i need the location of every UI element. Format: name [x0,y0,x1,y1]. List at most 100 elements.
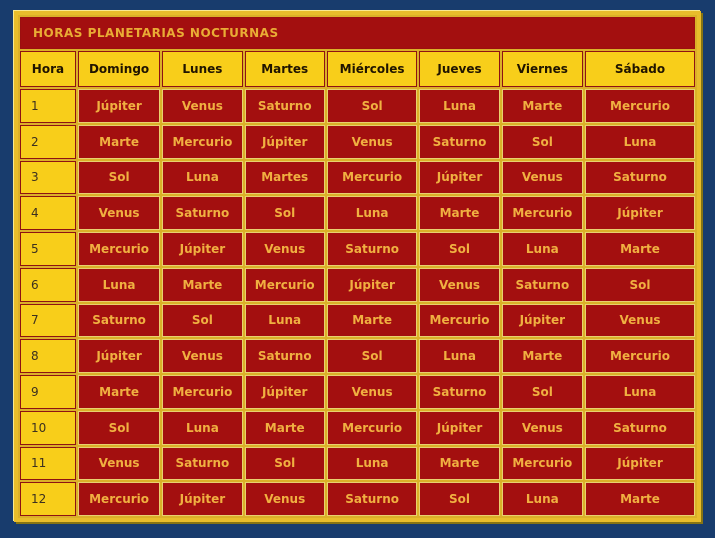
planet-cell: Sol [244,196,325,230]
planet-cell: Saturno [244,339,325,373]
hour-cell: 10 [20,410,76,445]
planet-cell: Venus [244,482,325,516]
hour-cell: 1 [20,89,76,123]
hour-cell: 11 [20,446,76,481]
planet-cell: Luna [501,232,583,266]
planet-cell: Venus [77,196,161,230]
planet-cell: Luna [244,303,325,338]
planet-cell: Mercurio [501,446,583,481]
planet-cell: Marte [419,446,500,481]
planet-cell: Saturno [585,410,695,445]
planet-cell: Júpiter [162,482,243,516]
planet-cell: Mercurio [419,303,500,338]
table-row: 8 Júpiter Venus Saturno Sol Luna Marte Mercurio [20,339,695,373]
planet-cell: Mercurio [326,410,418,445]
planet-cell: Mercurio [162,375,243,409]
table-row: 2 Marte Mercurio Júpiter Venus Saturno Sol Luna [20,124,695,159]
planet-cell: Saturno [326,482,418,516]
hour-cell: 9 [20,375,76,409]
planet-cell: Marte [244,410,325,445]
hour-cell: 4 [20,196,76,230]
planet-cell: Mercurio [77,482,161,516]
column-header-domingo: Domingo [77,51,161,87]
planet-cell: Sol [326,339,418,373]
planet-cell: Saturno [501,267,583,302]
hour-cell: 2 [20,124,76,159]
table-row: 3 Sol Luna Martes Mercurio Júpiter Venus Saturn… [20,160,695,195]
hour-cell: 8 [20,339,76,373]
planet-cell: Venus [501,160,583,195]
planet-cell: Mercurio [244,267,325,302]
planetary-hours-panel: HORAS PLANETARIAS NOCTURNAS Hora Domingo… [14,11,701,522]
table-row: 11 Venus Saturno Sol Luna Marte Mercurio Júpite… [20,446,695,481]
planet-cell: Luna [501,482,583,516]
planet-cell: Júpiter [326,267,418,302]
table-row: 10 Sol Luna Marte Mercurio Júpiter Venus Saturn… [20,410,695,445]
table-row: 1 Júpiter Venus Saturno Sol Luna Marte Mercurio [20,89,695,123]
planet-cell: Venus [77,446,161,481]
hour-cell: 6 [20,267,76,302]
column-header-miercoles: Miércoles [326,51,418,87]
planet-cell: Júpiter [419,160,500,195]
planet-cell: Marte [419,196,500,230]
planet-cell: Marte [585,482,695,516]
planet-cell: Marte [77,124,161,159]
table-row: 5 Mercurio Júpiter Venus Saturno Sol Luna Marte [20,232,695,266]
planet-cell: Marte [326,303,418,338]
column-header-viernes: Viernes [501,51,583,87]
table-row: 4 Venus Saturno Sol Luna Marte Mercurio Júpiter [20,196,695,230]
table-title: HORAS PLANETARIAS NOCTURNAS [20,17,695,49]
planet-cell: Sol [162,303,243,338]
planet-cell: Júpiter [585,446,695,481]
planet-cell: Saturno [162,196,243,230]
planet-cell: Luna [77,267,161,302]
planet-cell: Marte [501,339,583,373]
planet-cell: Saturno [77,303,161,338]
planet-cell: Venus [419,267,500,302]
column-header-lunes: Lunes [162,51,243,87]
column-header-jueves: Jueves [419,51,500,87]
planet-cell: Saturno [585,160,695,195]
planet-cell: Saturno [419,124,500,159]
planet-cell: Saturno [162,446,243,481]
planet-cell: Marte [162,267,243,302]
planet-cell: Júpiter [419,410,500,445]
planet-cell: Júpiter [77,89,161,123]
planet-cell: Saturno [419,375,500,409]
planet-cell: Venus [162,89,243,123]
planet-cell: Júpiter [244,124,325,159]
planet-cell: Venus [162,339,243,373]
hour-cell: 5 [20,232,76,266]
planet-cell: Luna [585,375,695,409]
hours-table: HORAS PLANETARIAS NOCTURNAS Hora Domingo… [18,15,697,518]
planet-cell: Mercurio [501,196,583,230]
column-header-hora: Hora [20,51,76,87]
planet-cell: Mercurio [162,124,243,159]
planet-cell: Venus [326,124,418,159]
planet-cell: Sol [244,446,325,481]
planet-cell: Sol [419,232,500,266]
hour-cell: 7 [20,303,76,338]
planet-cell: Venus [501,410,583,445]
planet-cell: Júpiter [77,339,161,373]
planet-cell: Venus [326,375,418,409]
planet-cell: Sol [585,267,695,302]
hour-cell: 3 [20,160,76,195]
planet-cell: Luna [326,196,418,230]
planet-cell: Luna [326,446,418,481]
planet-cell: Venus [585,303,695,338]
planet-cell: Sol [77,410,161,445]
planet-cell: Marte [585,232,695,266]
planet-cell: Júpiter [244,375,325,409]
planet-cell: Saturno [326,232,418,266]
planet-cell: Luna [419,89,500,123]
planet-cell: Sol [419,482,500,516]
planet-cell: Venus [244,232,325,266]
planet-cell: Júpiter [162,232,243,266]
planet-cell: Sol [501,375,583,409]
planet-cell: Marte [77,375,161,409]
planet-cell: Júpiter [501,303,583,338]
planet-cell: Mercurio [585,89,695,123]
table-row: 9 Marte Mercurio Júpiter Venus Saturno Sol Luna [20,375,695,409]
planet-cell: Sol [501,124,583,159]
